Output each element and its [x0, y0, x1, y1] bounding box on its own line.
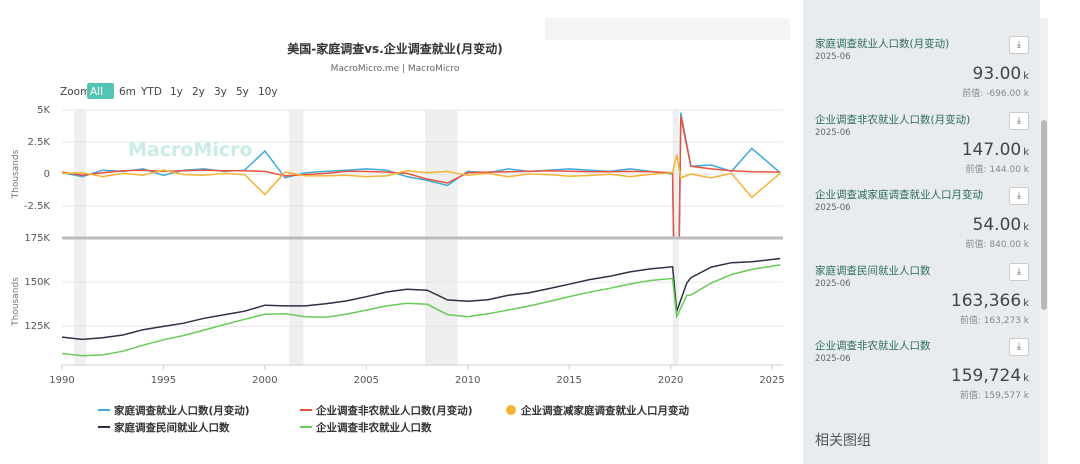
download-button[interactable]: ⤓ — [1009, 262, 1029, 281]
indicator-name[interactable]: 企业调查非农就业人口数(月变动) — [815, 113, 971, 126]
chart-title: 美国-家庭调查vs.企业调查就业(月变动) — [287, 41, 502, 56]
indicator-value: 163,366 k — [951, 291, 1029, 311]
indicator-date: 2025-06 — [815, 354, 851, 364]
indicator-name[interactable]: 家庭调查民间就业人口数 — [815, 264, 931, 277]
range-button: Zoom — [60, 86, 90, 98]
series-line — [62, 116, 781, 238]
range-button[interactable]: All — [90, 86, 103, 98]
toolbar — [545, 18, 790, 40]
x-tick-label: 2005 — [354, 375, 379, 386]
indicator-previous: 前值: -696.00 k — [962, 89, 1029, 99]
legend-label[interactable]: 企业调查非农就业人口数 — [315, 421, 432, 434]
x-tick-label: 2010 — [455, 375, 480, 386]
sidebar: 家庭调查就业人口数(月变动) 2025-06 93.00 k 前值: -696.00 k… — [803, 0, 1040, 464]
legend-label[interactable]: 企业调查减家庭调查就业人口月变动 — [520, 404, 689, 417]
range-button[interactable]: 5y — [236, 86, 249, 98]
indicator-name[interactable]: 企业调查非农就业人口数 — [815, 340, 931, 352]
x-tick-label: 1995 — [151, 375, 176, 386]
indicator-name[interactable]: 企业调查减家庭调查就业人口月变动 — [815, 189, 983, 201]
value: 159,724 — [950, 366, 1022, 386]
x-tick-label: 1990 — [49, 375, 74, 386]
legend-label[interactable]: 家庭调查民间就业人口数 — [114, 421, 230, 434]
y-tick-label: 175K — [24, 233, 50, 244]
legend-label[interactable]: 家庭调查就业人口数(月变动) — [114, 404, 250, 417]
range-button[interactable]: 10y — [258, 86, 278, 98]
range-button[interactable]: 1y — [170, 86, 183, 98]
indicator-date: 2025-06 — [815, 203, 851, 213]
indicator-date: 2025-06 — [815, 127, 851, 138]
x-tick-label: 2000 — [252, 375, 277, 386]
scroll-thumb[interactable] — [1041, 120, 1047, 310]
download-button[interactable]: ⤓ — [1009, 187, 1029, 205]
x-tick-label: 2015 — [556, 375, 581, 386]
series-line — [62, 264, 781, 357]
indicator-value: 93.00 k — [973, 64, 1029, 84]
y-tick-label: 0 — [44, 169, 50, 180]
range-button-bg — [87, 83, 114, 99]
indicator-value: 147.00 k — [962, 140, 1029, 160]
indicator-previous: 前值: 159,577 k — [959, 391, 1029, 401]
unit: k — [1023, 297, 1029, 309]
value: 54.00 — [972, 215, 1022, 235]
indicator-card: 企业调查减家庭调查就业人口月变动 2025-06 54.00 k 前值: 840.00 … — [815, 187, 1033, 257]
indicator-card: 家庭调查就业人口数(月变动) 2025-06 93.00 k 前值: -696.00 k… — [815, 36, 1033, 106]
indicator-previous: 前值: 163,273 k — [959, 315, 1029, 326]
chart-subtitle: MacroMicro.me | MacroMicro — [331, 64, 460, 74]
download-button[interactable]: ⤓ — [1009, 36, 1029, 54]
plot — [62, 257, 781, 357]
y-tick-label: -2.5K — [24, 201, 51, 212]
unit: k — [1023, 222, 1029, 233]
unit: k — [1023, 146, 1029, 158]
indicator-date: 2025-06 — [815, 278, 851, 289]
indicator-card: 家庭调查民间就业人口数 2025-06 163,366 k 前值: 163,273 k ⤓ — [815, 262, 1033, 333]
indicator-previous: 前值: 840.00 k — [965, 240, 1029, 250]
download-button[interactable]: ⤓ — [1009, 111, 1029, 130]
range-button[interactable]: 6m — [119, 86, 136, 98]
unit: k — [1023, 373, 1029, 384]
y-tick-label: 125K — [24, 321, 50, 332]
range-button[interactable]: YTD — [140, 86, 162, 98]
chart: 美国-家庭调查vs.企业调查就业(月变动) MacroMicro.me | Ma… — [11, 18, 790, 434]
range-button[interactable]: 3y — [214, 86, 227, 98]
y-tick-label: 150K — [24, 277, 50, 288]
unit: k — [1023, 71, 1029, 82]
value: 147.00 — [961, 139, 1022, 160]
y-tick-label: 5K — [37, 105, 50, 116]
download-button[interactable]: ⤓ — [1009, 338, 1029, 356]
x-tick-label: 2025 — [759, 375, 784, 386]
legend-swatch — [506, 405, 516, 415]
y-tick-label: 2.5K — [28, 137, 51, 148]
indicator-card: 企业调查非农就业人口数 2025-06 159,724 k 前值: 159,577 k ⤓ — [815, 338, 1033, 408]
indicator-card: 企业调查非农就业人口数(月变动) 2025-06 147.00 k 前值: 144.00… — [815, 111, 1033, 182]
value: 163,366 — [950, 290, 1022, 311]
indicator-value: 159,724 k — [951, 366, 1029, 386]
x-tick-label: 2020 — [658, 375, 683, 386]
plot — [62, 112, 781, 238]
value: 93.00 — [972, 64, 1022, 84]
y-axis-label: Thousands — [11, 149, 21, 199]
y-axis-label: Thousands — [11, 277, 21, 327]
indicator-previous: 前值: 144.00 k — [965, 164, 1029, 175]
indicator-date: 2025-06 — [815, 52, 851, 62]
legend-label[interactable]: 企业调查非农就业人口数(月变动) — [315, 404, 473, 417]
watermark: MacroMicro — [128, 139, 253, 161]
section-heading: 相关图组 — [815, 433, 871, 449]
range-button[interactable]: 2y — [192, 86, 205, 98]
indicator-value: 54.00 k — [973, 215, 1029, 235]
series-line — [62, 257, 781, 341]
indicator-name[interactable]: 家庭调查就业人口数(月变动) — [815, 38, 950, 50]
series-line — [62, 154, 781, 199]
